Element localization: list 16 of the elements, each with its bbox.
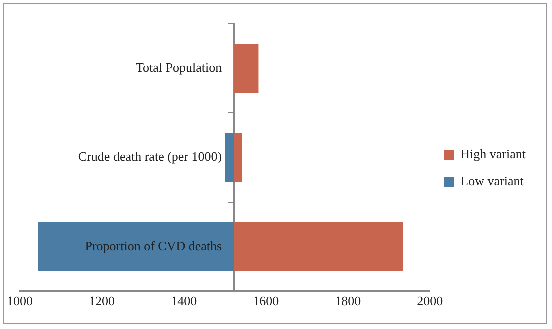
x-tick-label: 1800 xyxy=(335,294,362,309)
x-tick-label: 1400 xyxy=(171,294,198,309)
bar xyxy=(234,44,259,94)
legend-label: Low variant xyxy=(460,173,524,188)
y-tick-label: Crude death rate (per 1000) xyxy=(78,149,222,164)
y-tick-label: Proportion of CVD deaths xyxy=(85,238,222,254)
bar xyxy=(225,133,234,182)
x-tick-label: 1200 xyxy=(89,294,116,309)
bar xyxy=(38,222,234,272)
bar xyxy=(234,133,242,182)
x-tick-label: 1000 xyxy=(7,294,33,309)
x-tick-label: 1600 xyxy=(253,294,280,309)
y-tick-label: Total Population xyxy=(136,60,223,75)
legend-label: High variant xyxy=(460,146,526,162)
bar xyxy=(234,222,404,272)
x-tick-label: 2000 xyxy=(417,294,444,309)
